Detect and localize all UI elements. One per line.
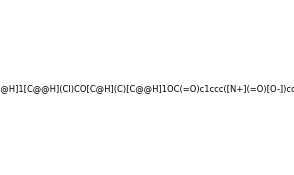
Text: O=C(N[C@H]1[C@@H](Cl)CO[C@H](C)[C@@H]1OC(=O)c1ccc([N+](=O)[O-])cc1)C(F)(F)F: O=C(N[C@H]1[C@@H](Cl)CO[C@H](C)[C@@H]1OC…	[0, 84, 294, 93]
